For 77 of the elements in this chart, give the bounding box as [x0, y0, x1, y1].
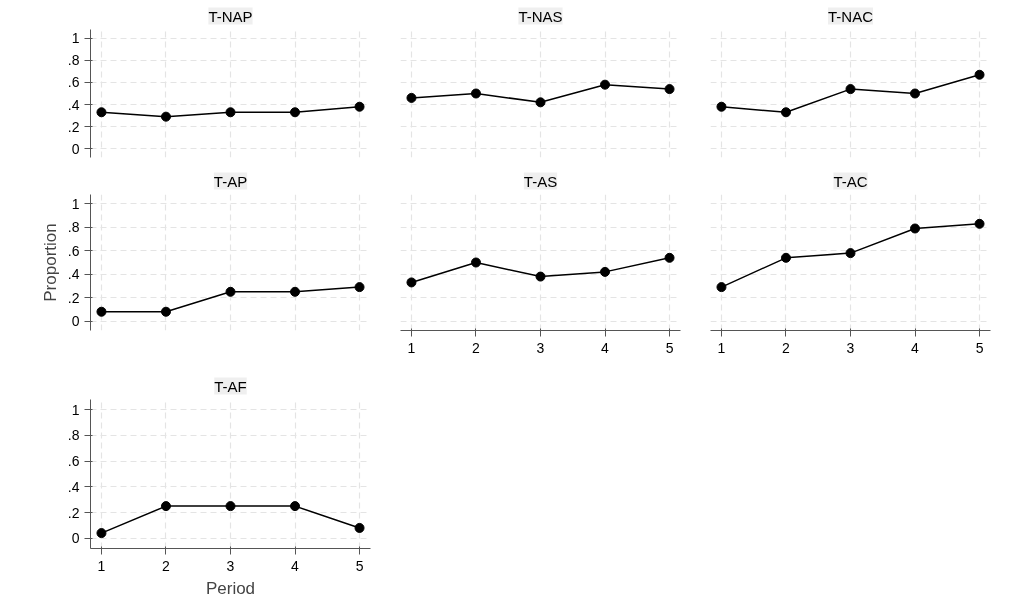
y-tick-label: .4 [67, 96, 80, 113]
x-tick-label: 2 [472, 339, 481, 356]
x-axis-title: Period [205, 578, 256, 598]
point [406, 92, 417, 103]
point [290, 107, 301, 118]
point [716, 282, 727, 293]
x-tick-label: 2 [162, 557, 171, 574]
y-tick-label: .6 [67, 242, 80, 259]
chart-title: T-AC [833, 172, 868, 190]
x-tick-label: 2 [782, 339, 791, 356]
point [600, 266, 611, 277]
point [535, 271, 546, 282]
y-tick-label: .6 [67, 453, 80, 470]
y-tick-label: .6 [67, 74, 80, 91]
y-tick-label: .8 [67, 427, 80, 444]
point [160, 111, 171, 122]
point [225, 286, 236, 297]
point [974, 218, 985, 229]
x-tick-label: 1 [97, 557, 106, 574]
x-tick-label: 4 [911, 339, 920, 356]
x-tick-label: 5 [665, 339, 674, 356]
chart-title: T-AF [214, 377, 247, 395]
y-tick-label: .4 [67, 266, 80, 283]
chart-title: T-AP [213, 172, 248, 190]
y-tick-label: .2 [67, 118, 80, 135]
point [96, 107, 107, 118]
y-tick-label: 0 [71, 140, 80, 157]
x-tick-label: 5 [975, 339, 984, 356]
x-tick-label: 3 [226, 557, 235, 574]
point [664, 84, 675, 95]
point [290, 286, 301, 297]
chart-title: T-NAC [828, 7, 874, 25]
point [354, 522, 365, 533]
y-tick-label: 1 [71, 195, 80, 212]
point [845, 248, 856, 259]
point [910, 88, 921, 99]
y-tick-label: .8 [67, 219, 80, 236]
x-tick-label: 5 [355, 557, 364, 574]
point [225, 107, 236, 118]
point [96, 306, 107, 317]
y-tick-label: 0 [71, 313, 80, 330]
x-tick-label: 3 [846, 339, 855, 356]
y-tick-label: 1 [71, 30, 80, 47]
point [974, 69, 985, 80]
x-tick-label: 1 [717, 339, 726, 356]
y-tick-label: .4 [67, 478, 80, 495]
point [96, 528, 107, 539]
x-tick-label: 4 [601, 339, 610, 356]
y-tick-label: 1 [71, 401, 80, 418]
point [354, 101, 365, 112]
chart-title: T-AS [523, 172, 558, 190]
y-tick-label: .2 [67, 504, 80, 521]
point [910, 223, 921, 234]
point [160, 306, 171, 317]
x-tick-label: 4 [291, 557, 300, 574]
point [780, 252, 791, 263]
point [160, 501, 171, 512]
y-tick-label: .2 [67, 289, 80, 306]
y-tick-label: .8 [67, 52, 80, 69]
point [845, 84, 856, 95]
point [354, 282, 365, 293]
point [225, 501, 236, 512]
point [600, 79, 611, 90]
point [470, 88, 481, 99]
point [780, 107, 791, 118]
chart-title: T-NAP [208, 7, 253, 25]
point [664, 252, 675, 263]
x-tick-label: 1 [407, 339, 416, 356]
chart-title: T-NAS [518, 7, 563, 25]
point [406, 277, 417, 288]
point [470, 257, 481, 268]
y-axis-title: Proportion [40, 223, 60, 302]
point [535, 97, 546, 108]
point [716, 101, 727, 112]
point [290, 501, 301, 512]
x-tick-label: 3 [536, 339, 545, 356]
y-tick-label: 0 [71, 530, 80, 547]
